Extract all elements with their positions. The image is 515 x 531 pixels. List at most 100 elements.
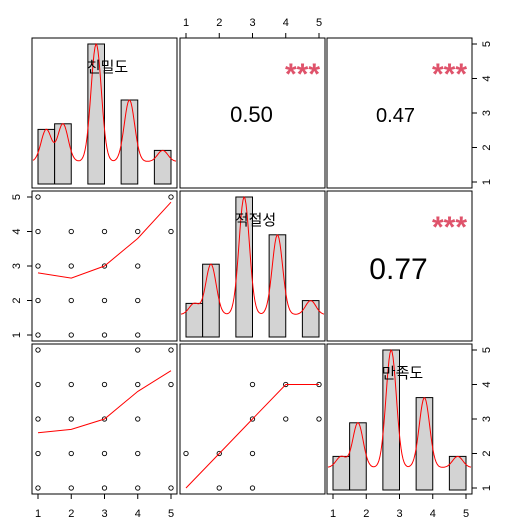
tick-label: 1 — [35, 508, 41, 520]
correlation-value: 0.47 — [376, 105, 415, 127]
tick-label: 2 — [11, 297, 23, 303]
tick-label: 2 — [481, 450, 493, 456]
scatter-point — [68, 228, 74, 235]
histogram-bar — [349, 422, 367, 491]
scatter-point — [135, 381, 141, 388]
significance-stars: *** — [285, 58, 320, 91]
scatter-point — [135, 228, 141, 235]
panel-frame — [179, 343, 326, 495]
scatter-point — [216, 450, 222, 457]
tick-label: 1 — [183, 17, 189, 29]
significance-stars: *** — [432, 211, 467, 244]
tick-label: 5 — [316, 17, 322, 29]
smooth-line — [37, 370, 172, 434]
tick-label: 2 — [363, 508, 369, 520]
scatter-point — [135, 332, 141, 338]
panel-frame — [326, 190, 473, 342]
scatter-point — [216, 485, 222, 491]
scatter-point — [35, 332, 41, 338]
tick-label: 2 — [481, 144, 493, 150]
tick-label: 1 — [11, 332, 23, 338]
tick-label: 4 — [283, 17, 289, 29]
scatter-point — [168, 194, 174, 200]
density-curve — [180, 196, 325, 315]
scatter-point — [249, 381, 256, 388]
scatter-point — [101, 228, 108, 235]
scatter-point — [68, 381, 74, 388]
significance-stars: *** — [432, 58, 467, 91]
variable-label: 적절성 — [235, 211, 276, 229]
tick-label: 5 — [481, 347, 493, 353]
tick-label: 1 — [330, 508, 336, 520]
histogram-bar — [120, 99, 139, 185]
scatter-point — [283, 416, 289, 422]
panel-frame — [179, 190, 326, 342]
scatter-point — [168, 381, 174, 388]
scatter-point — [101, 485, 108, 491]
histogram-bar — [37, 128, 56, 185]
smooth-line — [185, 384, 319, 489]
histogram-bar — [415, 397, 434, 491]
scatter-point — [101, 416, 108, 422]
tick-label: 4 — [430, 508, 436, 520]
histogram-bar — [202, 263, 220, 338]
tick-label: 5 — [168, 508, 174, 520]
scatter-point — [68, 416, 74, 422]
tick-label: 1 — [481, 485, 493, 491]
variable-label: 만족도 — [382, 364, 424, 382]
histogram-bar — [54, 123, 72, 185]
scatter-point — [135, 416, 141, 422]
tick-label: 3 — [481, 416, 493, 422]
scatter-point — [35, 485, 41, 491]
scatter-point — [101, 450, 108, 457]
scatter-point — [168, 228, 174, 235]
scatter-point — [135, 263, 141, 269]
scatter-point — [135, 347, 141, 353]
scatter-point — [101, 381, 108, 388]
scatter-point — [101, 297, 108, 304]
scatter-point — [35, 228, 41, 235]
scatter-point — [135, 450, 141, 457]
scatter-point — [183, 450, 189, 457]
scatter-point — [68, 485, 74, 491]
scatter-point — [35, 381, 41, 388]
tick-label: 4 — [135, 508, 141, 520]
scatter-point — [35, 297, 41, 304]
scatter-point — [249, 450, 256, 457]
scatter-point — [168, 347, 174, 353]
scatter-point — [68, 297, 74, 304]
tick-label: 3 — [396, 508, 402, 520]
histogram-bar — [268, 234, 287, 338]
scatter-point — [249, 485, 256, 491]
density-curve — [327, 349, 472, 468]
scatter-point — [68, 332, 74, 338]
scatter-point — [101, 332, 108, 338]
scatter-point — [35, 194, 41, 200]
tick-label: 5 — [11, 194, 23, 200]
scatter-point — [68, 263, 74, 269]
tick-label: 3 — [481, 110, 493, 116]
tick-label: 4 — [11, 228, 23, 234]
tick-label: 4 — [481, 75, 493, 81]
tick-label: 3 — [249, 17, 255, 29]
tick-label: 3 — [101, 508, 107, 520]
scatter-point — [316, 416, 322, 422]
density-curve — [32, 43, 177, 162]
scatter-point — [249, 416, 256, 422]
scatter-point — [35, 263, 41, 269]
smooth-line — [37, 201, 172, 279]
scatter-point — [68, 450, 74, 457]
panel-frame — [31, 37, 178, 189]
tick-label: 3 — [11, 263, 23, 269]
scatter-point — [35, 347, 41, 353]
tick-label: 2 — [68, 508, 74, 520]
tick-label: 5 — [463, 508, 469, 520]
tick-label: 1 — [481, 179, 493, 185]
scatter-point — [101, 263, 108, 269]
scatter-point — [135, 297, 141, 304]
variable-label: 친밀도 — [87, 58, 129, 76]
scatter-point — [35, 450, 41, 457]
tick-label: 4 — [481, 381, 493, 387]
tick-label: 5 — [481, 41, 493, 47]
